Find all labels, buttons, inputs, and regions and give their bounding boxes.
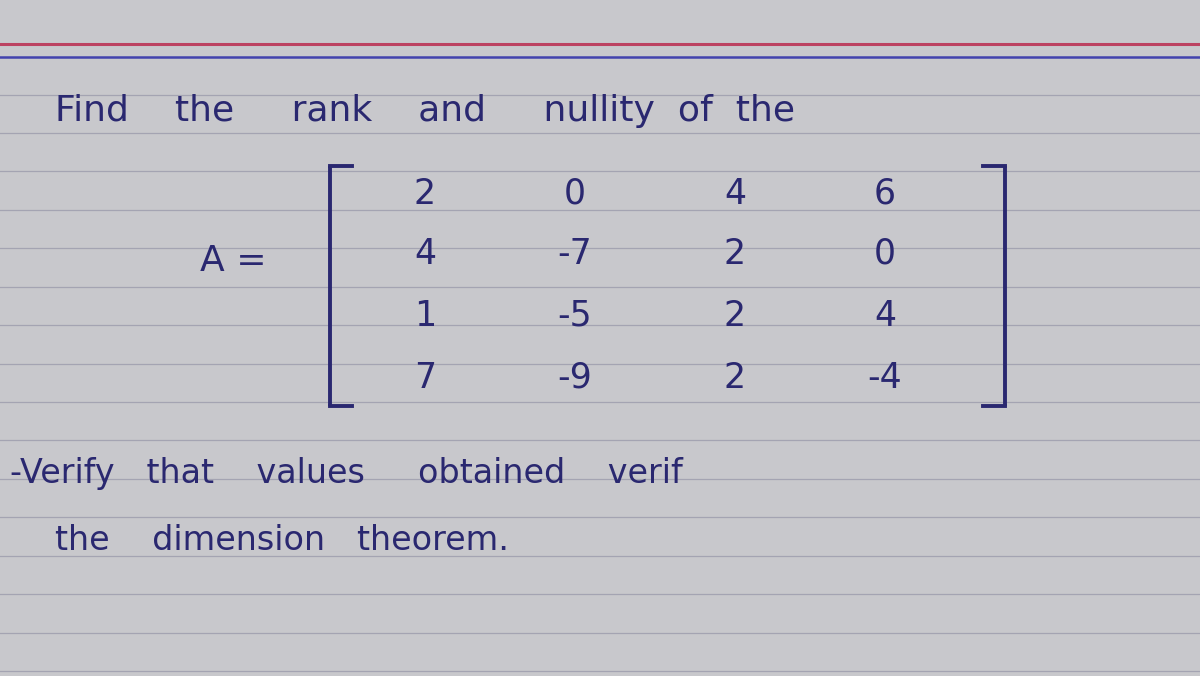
Text: -4: -4 bbox=[868, 361, 902, 395]
Text: 2: 2 bbox=[724, 299, 746, 333]
Text: -9: -9 bbox=[558, 361, 593, 395]
Text: 2: 2 bbox=[724, 361, 746, 395]
Text: -Verify   that    values     obtained    verif: -Verify that values obtained verif bbox=[10, 458, 683, 491]
Text: the    dimension   theorem.: the dimension theorem. bbox=[55, 525, 509, 558]
Text: 0: 0 bbox=[564, 177, 586, 211]
Text: A =: A = bbox=[200, 244, 266, 278]
Text: -5: -5 bbox=[558, 299, 593, 333]
Text: 4: 4 bbox=[414, 237, 436, 271]
Text: 4: 4 bbox=[874, 299, 896, 333]
Text: -7: -7 bbox=[558, 237, 593, 271]
Text: 4: 4 bbox=[724, 177, 746, 211]
Text: 6: 6 bbox=[874, 177, 896, 211]
Text: 1: 1 bbox=[414, 299, 436, 333]
Text: Find    the     rank    and     nullity  of  the: Find the rank and nullity of the bbox=[55, 94, 796, 128]
Text: 0: 0 bbox=[874, 237, 896, 271]
Text: 2: 2 bbox=[414, 177, 436, 211]
Text: 7: 7 bbox=[414, 361, 436, 395]
Text: 2: 2 bbox=[724, 237, 746, 271]
